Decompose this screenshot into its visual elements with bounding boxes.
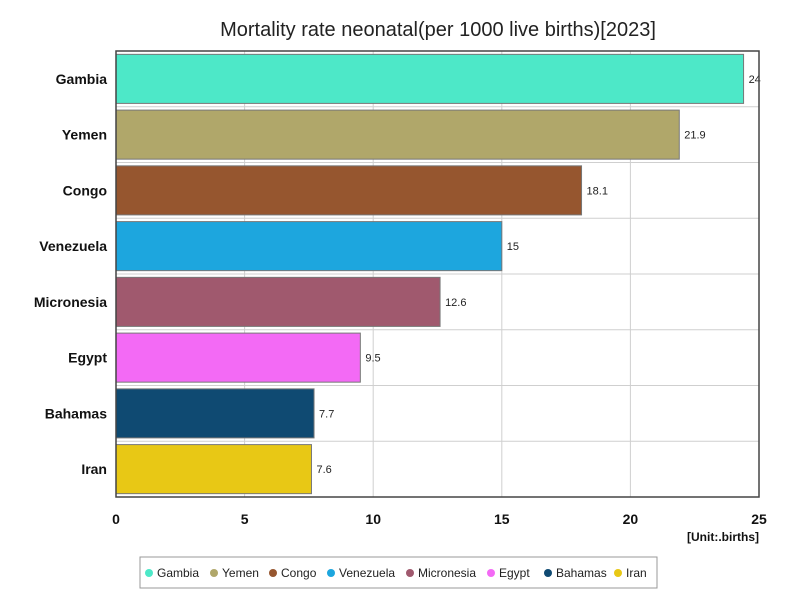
legend-swatch-congo	[269, 569, 277, 577]
category-label-yemen: Yemen	[62, 127, 107, 143]
category-labels: Gambia Yemen Congo Venezuela Micronesia Egypt…	[34, 71, 107, 477]
x-tick-label: 0	[112, 511, 120, 527]
legend-label-egypt: Egypt	[499, 566, 530, 580]
value-label-bahamas: 7.7	[319, 408, 334, 420]
plot-frame	[115, 50, 760, 498]
category-label-egypt: Egypt	[68, 350, 107, 366]
category-label-venezuela: Venezuela	[39, 238, 107, 254]
category-label-gambia: Gambia	[56, 71, 108, 87]
category-label-congo: Congo	[63, 182, 107, 198]
category-label-iran: Iran	[81, 461, 107, 477]
legend-swatch-bahamas	[544, 569, 552, 577]
value-label-gambia: 24	[749, 74, 761, 86]
bar-yemen	[115, 109, 680, 160]
legend-label-bahamas: Bahamas	[556, 566, 607, 580]
x-tick-label: 20	[623, 511, 639, 527]
bar-iran	[115, 444, 312, 495]
category-label-bahamas: Bahamas	[45, 405, 107, 421]
x-tick-label: 10	[365, 511, 381, 527]
bar-bahamas	[115, 388, 315, 439]
value-label-micronesia: 12.6	[445, 297, 466, 309]
x-axis-ticks: 0 5 10 15 20 25	[112, 511, 767, 527]
legend-frame	[139, 556, 658, 589]
legend-label-congo: Congo	[281, 566, 317, 580]
legend-label-iran: Iran	[626, 566, 647, 580]
bar-venezuela	[115, 221, 503, 272]
legend: Gambia Yemen Congo Venezuela Micronesia Egypt…	[139, 556, 658, 589]
value-label-egypt: 9.5	[365, 353, 380, 365]
category-label-micronesia: Micronesia	[34, 294, 107, 310]
legend-swatch-micronesia	[406, 569, 414, 577]
x-tick-label: 5	[241, 511, 249, 527]
legend-swatch-yemen	[210, 569, 218, 577]
value-label-congo: 18.1	[587, 185, 608, 197]
x-tick-label: 15	[494, 511, 510, 527]
x-tick-label: 25	[751, 511, 767, 527]
legend-label-yemen: Yemen	[222, 566, 259, 580]
legend-swatch-gambia	[145, 569, 153, 577]
legend-swatch-egypt	[487, 569, 495, 577]
value-label-iran: 7.6	[316, 464, 331, 476]
value-labels: 24 21.9 18.1 15 12.6 9.5 7.7 7.6	[316, 74, 760, 476]
legend-items: Gambia Yemen Congo Venezuela Micronesia Egypt…	[145, 566, 647, 580]
legend-swatch-venezuela	[327, 569, 335, 577]
bar-micronesia	[115, 276, 441, 327]
legend-label-venezuela: Venezuela	[339, 566, 395, 580]
bar-congo	[115, 165, 583, 216]
value-label-venezuela: 15	[507, 241, 519, 253]
chart-title: Mortality rate neonatal(per 1000 live bi…	[220, 19, 656, 41]
bar-egypt	[115, 332, 361, 383]
value-label-yemen: 21.9	[684, 130, 705, 142]
legend-swatch-iran	[614, 569, 622, 577]
unit-label: [Unit:.births]	[687, 530, 759, 544]
bar-gambia	[115, 53, 745, 104]
legend-label-micronesia: Micronesia	[418, 566, 476, 580]
legend-label-gambia: Gambia	[157, 566, 199, 580]
